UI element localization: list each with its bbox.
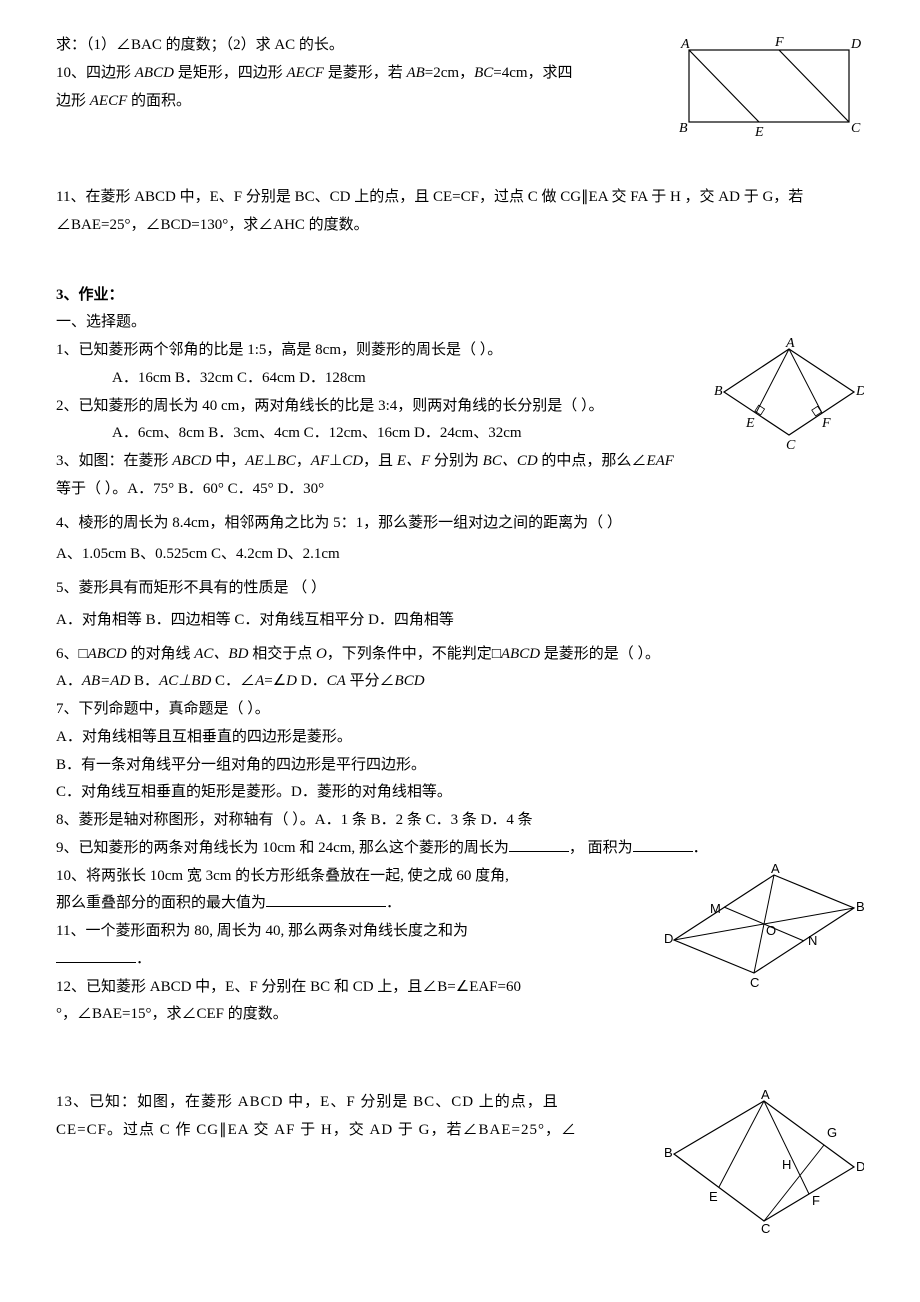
rhombus-mn-figure: A B C D M N O: [664, 863, 864, 993]
p2-opts: A．6cm、8cm B．3cm、4cm C．12cm、16cm D．24cm、3…: [56, 420, 706, 448]
svg-text:A: A: [761, 1089, 770, 1102]
p2-q: 2、已知菱形的周长为 40 cm，两对角线长的比是 3:4，则两对角线的长分别是…: [56, 393, 706, 421]
rhombus-hg-figure: A B C D E F G H: [664, 1089, 864, 1234]
svg-text:C: C: [851, 121, 861, 136]
p6-q: 6、□ABCD 的对角线 AC、BD 相交于点 O，下列条件中，不能判定□ABC…: [56, 641, 864, 669]
p10-line2: 那么重叠部分的面积的最大值为．: [56, 890, 656, 918]
p10-12-block: 10、将两张长 10cm 宽 3cm 的长方形纸条叠放在一起, 使之成 60 度…: [56, 863, 864, 1030]
section-1-title: 一、选择题。: [56, 309, 864, 337]
svg-text:B: B: [856, 899, 864, 914]
rhombus-ef-svg: A B D C E F: [714, 337, 864, 452]
p7-c: C．对角线互相垂直的矩形是菱形。D．菱形的对角线相等。: [56, 779, 864, 807]
p13-line2: CE=CF。过点 C 作 CG∥EA 交 AF 于 H，交 AD 于 G，若∠B…: [56, 1117, 656, 1145]
svg-text:M: M: [710, 901, 721, 916]
svg-text:N: N: [808, 933, 817, 948]
q9-line: 求：（1）∠BAC 的度数；（2）求 AC 的长。: [56, 32, 661, 60]
p1-p3-block: 1、已知菱形两个邻角的比是 1:5，高是 8cm，则菱形的周长是（ ）。 A．1…: [56, 337, 864, 476]
svg-text:B: B: [679, 121, 688, 136]
p10-line1: 10、将两张长 10cm 宽 3cm 的长方形纸条叠放在一起, 使之成 60 度…: [56, 863, 656, 891]
p7-a: A．对角线相等且互相垂直的四边形是菱形。: [56, 724, 864, 752]
blank-diagsum: [56, 947, 136, 963]
problem-9-10-text: 求：（1）∠BAC 的度数；（2）求 AC 的长。 10、四边形 ABCD 是矩…: [56, 32, 661, 115]
rect-svg: A F D B E C: [669, 32, 864, 142]
svg-text:E: E: [754, 125, 764, 140]
p9: 9、已知菱形的两条对角线长为 10cm 和 24cm, 那么这个菱形的周长为， …: [56, 835, 864, 863]
svg-text:O: O: [766, 923, 776, 938]
svg-text:F: F: [774, 35, 784, 50]
svg-text:D: D: [855, 384, 864, 399]
p8: 8、菱形是轴对称图形，对称轴有（ ）。A．1 条 B．2 条 C．3 条 D．4…: [56, 807, 864, 835]
p3-line1: 3、如图：在菱形 ABCD 中，AE⊥BC，AF⊥CD，且 E、F 分别为 BC…: [56, 448, 706, 476]
p1-q: 1、已知菱形两个邻角的比是 1:5，高是 8cm，则菱形的周长是（ ）。: [56, 337, 706, 365]
p6-opts: A．AB=AD B．AC⊥BD C．∠A=∠D D．CA 平分∠BCD: [56, 668, 864, 696]
svg-text:G: G: [827, 1125, 837, 1140]
p7-q: 7、下列命题中，真命题是（ ）。: [56, 696, 864, 724]
p10-12-text: 10、将两张长 10cm 宽 3cm 的长方形纸条叠放在一起, 使之成 60 度…: [56, 863, 656, 1030]
svg-text:F: F: [812, 1193, 820, 1208]
svg-text:C: C: [761, 1221, 770, 1234]
q10-line2: 边形 AECF 的面积。: [56, 88, 661, 116]
svg-text:C: C: [786, 438, 796, 452]
blank-area: [633, 836, 693, 852]
p3-line2: 等于（ ）。A．75° B．60° C．45° D．30°: [56, 476, 864, 504]
p4-opts: A、1.05cm B、0.525cm C、4.2cm D、2.1cm: [56, 541, 864, 569]
p12-line2: °，∠BAE=15°，求∠CEF 的度数。: [56, 1001, 656, 1029]
p13-block: 13、已知：如图，在菱形 ABCD 中，E、F 分别是 BC、CD 上的点，且 …: [56, 1089, 864, 1234]
svg-text:D: D: [856, 1159, 864, 1174]
svg-text:B: B: [664, 1145, 673, 1160]
p5-opts: A．对角相等 B．四边相等 C．对角线互相平分 D．四角相等: [56, 607, 864, 635]
p5-q: 5、菱形具有而矩形不具有的性质是 （ ）: [56, 575, 864, 603]
problem-9-10-block: 求：（1）∠BAC 的度数；（2）求 AC 的长。 10、四边形 ABCD 是矩…: [56, 32, 864, 142]
svg-text:E: E: [709, 1189, 718, 1204]
rhombus-hg-svg: A B C D E F G H: [664, 1089, 864, 1234]
svg-text:A: A: [771, 863, 780, 876]
homework-title: 3、作业：: [56, 282, 864, 310]
rhombus-mn-svg: A B C D M N O: [664, 863, 864, 993]
p4-q: 4、棱形的周长为 8.4cm，相邻两角之比为 5：1，那么菱形一组对边之间的距离…: [56, 510, 864, 538]
svg-text:F: F: [821, 416, 831, 431]
blank-overlap: [266, 891, 386, 907]
svg-text:A: A: [680, 37, 690, 52]
svg-text:A: A: [785, 337, 795, 351]
p7-b: B．有一条对角线平分一组对角的四边形是平行四边形。: [56, 752, 864, 780]
svg-text:D: D: [664, 931, 673, 946]
p11-blank: ．: [56, 946, 656, 974]
p12-line1: 12、已知菱形 ABCD 中，E、F 分别在 BC 和 CD 上，且∠B=∠EA…: [56, 974, 656, 1002]
p11-line: 11、一个菱形面积为 80, 周长为 40, 那么两条对角线长度之和为: [56, 918, 656, 946]
svg-text:H: H: [782, 1157, 791, 1172]
p13-text: 13、已知：如图，在菱形 ABCD 中，E、F 分别是 BC、CD 上的点，且 …: [56, 1089, 656, 1145]
q10-line1: 10、四边形 ABCD 是矩形，四边形 AECF 是菱形，若 AB=2cm，BC…: [56, 60, 661, 88]
p1-opts: A．16cm B．32cm C．64cm D．128cm: [56, 365, 706, 393]
p13-line1: 13、已知：如图，在菱形 ABCD 中，E、F 分别是 BC、CD 上的点，且: [56, 1089, 656, 1117]
svg-text:B: B: [714, 384, 723, 399]
q11: 11、在菱形 ABCD 中，E、F 分别是 BC、CD 上的点，且 CE=CF，…: [56, 184, 864, 240]
svg-text:D: D: [850, 37, 861, 52]
svg-text:C: C: [750, 975, 759, 990]
rectangle-aecf-figure: A F D B E C: [669, 32, 864, 142]
p1-p3-text: 1、已知菱形两个邻角的比是 1:5，高是 8cm，则菱形的周长是（ ）。 A．1…: [56, 337, 706, 476]
svg-text:E: E: [745, 416, 755, 431]
rhombus-ef-figure: A B D C E F: [714, 337, 864, 452]
blank-perimeter: [509, 836, 569, 852]
